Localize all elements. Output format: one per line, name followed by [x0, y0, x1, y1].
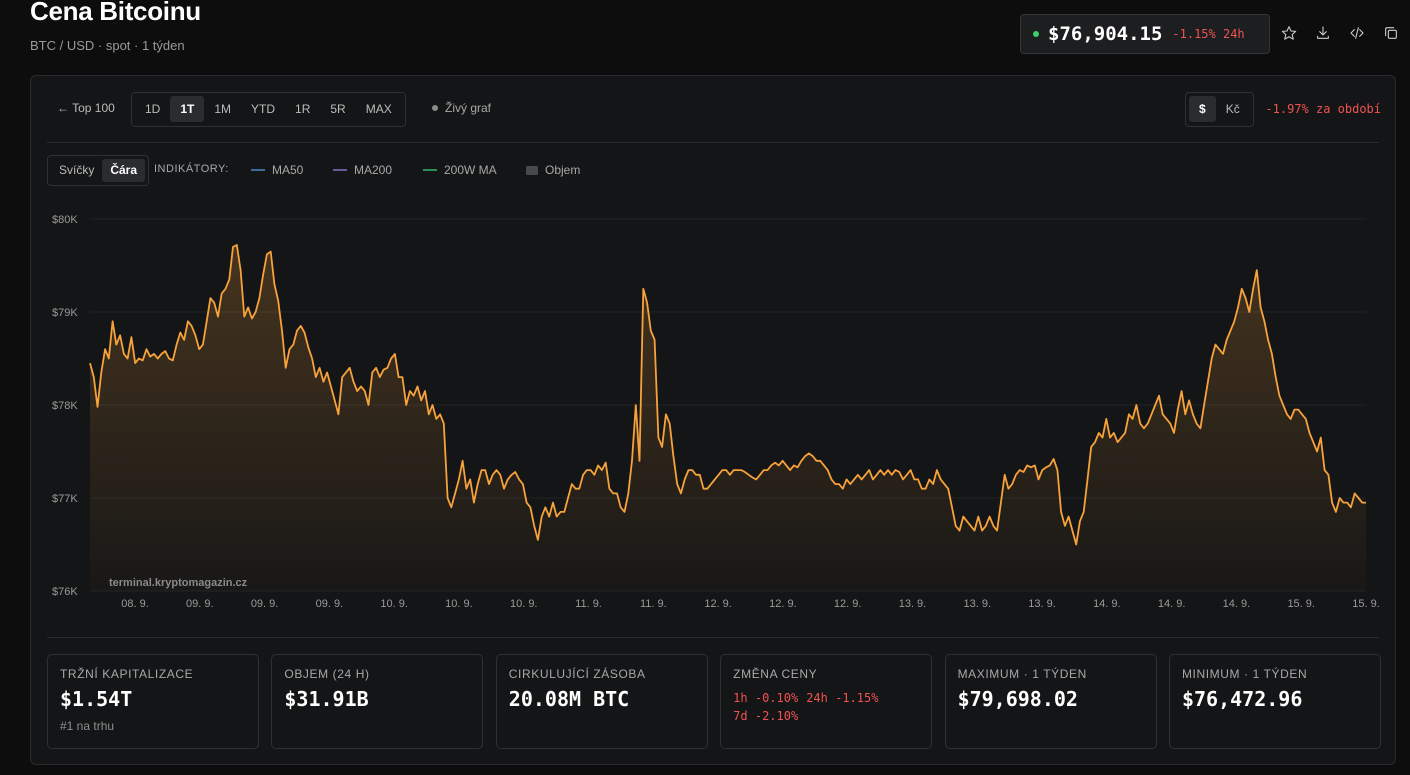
card-label: ZMĚNA CENY [733, 667, 818, 681]
range-button-6[interactable]: MAX [365, 102, 392, 116]
range-button-4[interactable]: 1R [295, 102, 311, 116]
indicator-200w-ma[interactable]: 200W MA [423, 163, 497, 177]
200w-ma-swatch [423, 169, 437, 171]
live-dot-icon [432, 105, 438, 111]
stats-cards: TRŽNÍ KAPITALIZACE $1.54T #1 na trhu OBJ… [47, 654, 1381, 749]
x-tick-label: 15. 9. [1287, 598, 1315, 610]
change-1h: 1h -0.10% [733, 691, 799, 705]
circulating-supply-card: CIRKULUJÍCÍ ZÁSOBA 20.08M BTC [495, 654, 708, 749]
x-tick-label: 10. 9. [445, 598, 473, 610]
range-button-0[interactable]: 1D [145, 102, 161, 116]
indicator-label: MA50 [272, 163, 304, 177]
x-tick-label: 10. 9. [380, 598, 408, 610]
chart-type-button-1[interactable]: Čára [102, 159, 146, 182]
card-label: OBJEM (24 H) [284, 667, 370, 681]
page-title: Cena Bitcoinu [30, 0, 201, 26]
change-7d: 7d -2.10% [733, 709, 799, 723]
price-change-values: 1h -0.10% 24h -1.15% 7d -2.10% [733, 689, 919, 725]
week-min-card: MINIMUM · 1 TÝDEN $76,472.96 [1168, 654, 1381, 749]
x-tick-label: 14. 9. [1093, 598, 1121, 610]
x-tick-label: 09. 9. [251, 598, 279, 610]
x-tick-label: 12. 9. [834, 598, 862, 610]
currency-button-1[interactable]: Kč [1225, 102, 1240, 116]
download-icon[interactable] [1314, 24, 1332, 42]
price-area [90, 245, 1366, 591]
card-label: TRŽNÍ KAPITALIZACE [60, 667, 194, 681]
indicator-ma200[interactable]: MA200 [333, 163, 392, 177]
period-change: -1.97% za období [1265, 102, 1381, 116]
chart-panel: ← Top 100 1D 1T 1M YTD 1R 5R MAX Živý graf $ Kč… [30, 75, 1396, 765]
ma50-swatch [251, 169, 265, 171]
indicator-label: Objem [545, 163, 581, 177]
indicator-label: MA200 [354, 163, 393, 177]
current-price: $76,904.15 [1048, 23, 1163, 45]
card-sub: #1 na trhu [60, 719, 115, 733]
card-value: $31.91B [284, 687, 369, 711]
card-value: 20.08M BTC [508, 687, 630, 711]
card-value: $76,472.96 [1181, 687, 1303, 711]
time-range-selector: 1D 1T 1M YTD 1R 5R MAX [131, 92, 406, 127]
page-subtitle: BTC / USD · spot · 1 týden [30, 38, 185, 53]
indicator-ma50[interactable]: MA50 [251, 163, 303, 177]
card-label: CIRKULUJÍCÍ ZÁSOBA [508, 667, 646, 681]
back-to-top100-link[interactable]: ← Top 100 [57, 101, 115, 115]
x-tick-label: 13. 9. [1028, 598, 1056, 610]
x-tick-label: 13. 9. [963, 598, 991, 610]
card-label: MINIMUM · 1 TÝDEN [1181, 667, 1308, 681]
price-change-24h: -1.15% 24h [1172, 27, 1245, 41]
currency-button-0[interactable]: $ [1189, 96, 1216, 122]
x-tick-label: 10. 9. [510, 598, 538, 610]
chart-watermark: terminal.kryptomagazin.cz [109, 577, 248, 589]
x-tick-label: 09. 9. [316, 598, 344, 610]
market-cap-card: TRŽNÍ KAPITALIZACE $1.54T #1 na trhu [47, 654, 259, 749]
x-tick-label: 09. 9. [186, 598, 214, 610]
live-status-dot [1033, 31, 1039, 37]
chart-divider [47, 637, 1379, 638]
x-tick-label: 13. 9. [899, 598, 927, 610]
current-price-box: $76,904.15 -1.15% 24h [1020, 14, 1270, 54]
live-chart-label: Živý graf [445, 101, 492, 115]
card-value: $1.54T [60, 687, 133, 711]
x-tick-label: 15. 9. [1352, 598, 1380, 610]
price-change-card: ZMĚNA CENY 1h -0.10% 24h -1.15% 7d -2.10% [720, 654, 933, 749]
x-tick-label: 08. 9. [121, 598, 149, 610]
x-tick-label: 11. 9. [640, 598, 667, 610]
copy-icon[interactable] [1382, 24, 1400, 42]
indicators-label: INDIKÁTORY: [154, 163, 229, 175]
volume-swatch [526, 165, 538, 175]
header-actions [1280, 24, 1410, 42]
embed-code-icon[interactable] [1348, 24, 1366, 42]
range-button-3[interactable]: YTD [251, 102, 276, 116]
y-tick-label: $79K [52, 307, 78, 319]
card-value: $79,698.02 [957, 687, 1078, 711]
change-24h: 24h -1.15% [806, 691, 879, 705]
live-chart-toggle[interactable]: Živý graf [432, 101, 491, 115]
price-line [89, 244, 1366, 546]
range-button-5[interactable]: 5R [330, 102, 346, 116]
range-toolbar: ← Top 100 1D 1T 1M YTD 1R 5R MAX Živý graf $ Kč… [31, 76, 1395, 142]
currency-selector: $ Kč [1185, 92, 1254, 127]
x-tick-label: 12. 9. [769, 598, 797, 610]
y-tick-label: $78K [52, 400, 78, 412]
x-tick-label: 14. 9. [1223, 598, 1251, 610]
range-button-2[interactable]: 1M [214, 102, 232, 116]
x-tick-label: 11. 9. [575, 598, 602, 610]
range-button-1[interactable]: 1T [170, 96, 205, 122]
ma200-swatch [333, 169, 347, 171]
indicator-volume[interactable]: Objem [526, 163, 580, 177]
week-max-card: MAXIMUM · 1 TÝDEN $79,698.02 [944, 654, 1157, 749]
x-tick-label: 12. 9. [704, 598, 732, 610]
card-label: MAXIMUM · 1 TÝDEN [957, 667, 1087, 681]
y-tick-label: $77K [52, 493, 78, 505]
volume-24h-card: OBJEM (24 H) $31.91B [271, 654, 484, 749]
chart-type-selector: Svíčky Čára [47, 155, 150, 186]
price-chart[interactable]: $76K $77K $78K $79K $80K 08. 9. 09. 9. 09. 9. 09… [31, 76, 1395, 621]
chart-type-button-0[interactable]: Svíčky [59, 163, 95, 177]
indicator-label: 200W MA [444, 163, 497, 177]
y-tick-label: $80K [52, 214, 78, 226]
toolbar-divider [47, 142, 1379, 143]
x-tick-label: 14. 9. [1158, 598, 1186, 610]
star-icon[interactable] [1280, 24, 1298, 42]
y-tick-label: $76K [52, 586, 78, 598]
